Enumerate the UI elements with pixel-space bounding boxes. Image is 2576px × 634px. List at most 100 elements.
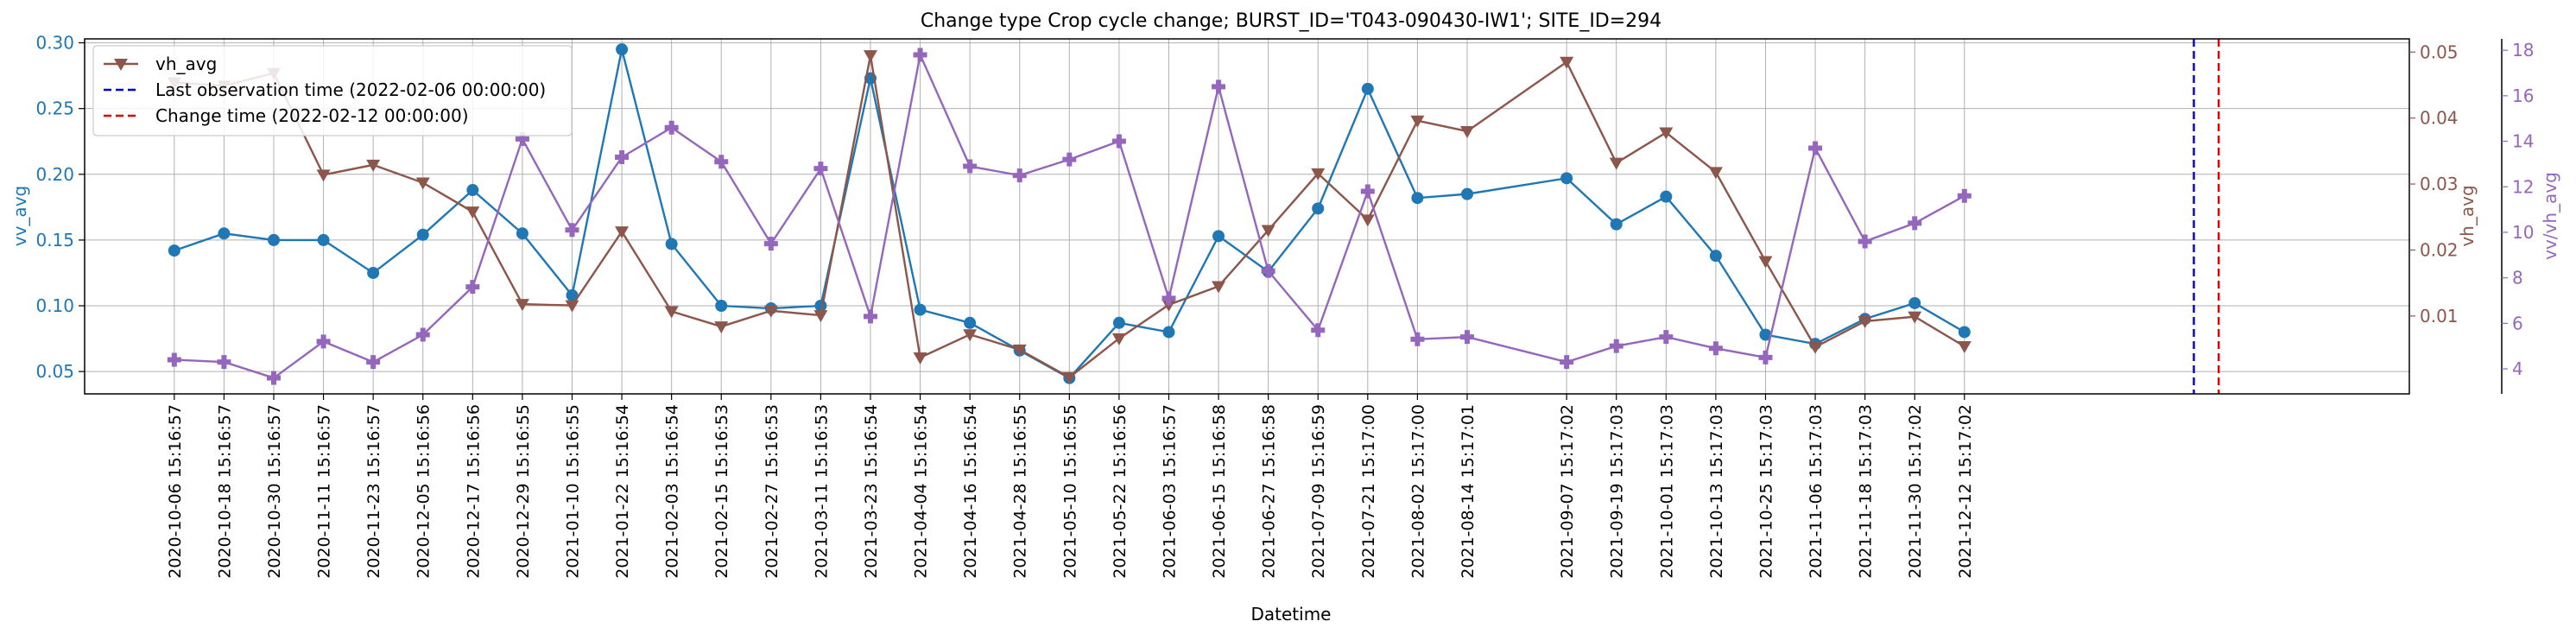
data-point bbox=[1958, 326, 1971, 339]
x-tick-label: 2020-10-06 15:16:57 bbox=[166, 404, 185, 579]
data-point bbox=[1609, 157, 1623, 170]
legend: vh_avg Last observation time (2022-02-06 … bbox=[92, 45, 573, 136]
legend-entry: vh_avg bbox=[104, 54, 217, 74]
data-point bbox=[366, 159, 381, 172]
data-point bbox=[1758, 350, 1773, 365]
x-tick-label: 2021-12-12 15:17:02 bbox=[1956, 404, 1975, 579]
data-point bbox=[516, 227, 528, 240]
data-point bbox=[1360, 184, 1375, 199]
x-tick-label: 2021-01-22 15:16:54 bbox=[613, 404, 632, 579]
data-point bbox=[1659, 330, 1674, 345]
data-point bbox=[515, 131, 529, 146]
data-point bbox=[1858, 234, 1872, 249]
data-point bbox=[1410, 115, 1425, 128]
x-tick-label: 2021-11-18 15:17:03 bbox=[1857, 404, 1876, 579]
x-tick-label: 2021-05-10 15:16:55 bbox=[1060, 404, 1079, 579]
series-line bbox=[174, 54, 1965, 379]
right2-tick-label: 10 bbox=[2512, 222, 2534, 243]
right-tick-label: 0.03 bbox=[2420, 174, 2459, 194]
x-tick-label: 2021-10-01 15:17:03 bbox=[1657, 404, 1676, 579]
data-point bbox=[266, 371, 281, 385]
data-point bbox=[813, 310, 828, 323]
x-tick-label: 2021-02-15 15:16:53 bbox=[712, 404, 731, 579]
data-point bbox=[1062, 152, 1077, 167]
right-tick-label: 0.02 bbox=[2420, 239, 2459, 260]
data-point bbox=[1062, 371, 1077, 384]
x-tick-label: 2020-11-11 15:16:57 bbox=[315, 404, 334, 579]
data-point bbox=[1161, 291, 1176, 306]
x-tick-label: 2021-01-10 15:16:55 bbox=[563, 404, 582, 579]
data-point bbox=[316, 169, 331, 182]
chart-title: Change type Crop cycle change; BURST_ID=… bbox=[921, 10, 1661, 32]
data-point bbox=[763, 237, 778, 251]
x-tick-label: 2020-12-05 15:16:56 bbox=[415, 404, 434, 579]
right2-tick-label: 14 bbox=[2512, 131, 2534, 152]
data-point bbox=[1410, 332, 1425, 346]
left-tick-label: 0.30 bbox=[35, 33, 74, 54]
right2-axis-label: vv/vh_avg bbox=[2540, 172, 2560, 260]
data-point bbox=[1858, 315, 1872, 328]
data-point bbox=[1261, 263, 1275, 278]
x-tick-label: 2021-07-09 15:16:59 bbox=[1309, 404, 1328, 579]
data-point bbox=[1012, 344, 1027, 357]
data-point bbox=[1908, 311, 1922, 324]
x-tick-label: 2020-10-18 15:16:57 bbox=[215, 404, 234, 579]
data-point bbox=[1560, 56, 1574, 69]
data-point bbox=[366, 355, 381, 370]
data-point bbox=[964, 316, 977, 329]
data-point bbox=[664, 120, 679, 135]
data-point bbox=[1759, 328, 1772, 341]
data-point bbox=[914, 303, 927, 316]
x-tick-label: 2021-07-21 15:17:00 bbox=[1359, 404, 1378, 579]
data-point bbox=[1459, 125, 1474, 138]
data-point bbox=[1111, 134, 1126, 149]
right2-tick-label: 18 bbox=[2512, 40, 2534, 60]
data-point bbox=[168, 244, 180, 257]
data-point bbox=[1808, 341, 1823, 354]
x-tick-label: 2021-04-16 15:16:54 bbox=[961, 404, 980, 579]
data-point bbox=[665, 238, 678, 250]
data-point bbox=[763, 305, 778, 318]
data-point bbox=[616, 43, 629, 56]
right-axis-label: vh_avg bbox=[2457, 185, 2478, 246]
legend-label: Change time (2022-02-12 00:00:00) bbox=[155, 105, 469, 126]
axes: 2020-10-06 15:16:57 2020-10-18 15:16:57 20… bbox=[35, 33, 2534, 579]
data-point bbox=[1659, 127, 1674, 140]
data-point bbox=[416, 228, 429, 241]
right-tick-label: 0.01 bbox=[2420, 306, 2459, 327]
data-point bbox=[566, 288, 579, 301]
data-point bbox=[1460, 187, 1473, 200]
data-point bbox=[1360, 214, 1375, 227]
data-point bbox=[1411, 192, 1424, 205]
data-point bbox=[1162, 326, 1175, 339]
data-point bbox=[1261, 225, 1275, 238]
data-point bbox=[1311, 323, 1326, 338]
right2-tick-label: 6 bbox=[2512, 313, 2523, 333]
data-point bbox=[415, 177, 430, 190]
x-tick-label: 2021-04-04 15:16:54 bbox=[912, 404, 931, 579]
legend-label: vh_avg bbox=[155, 54, 217, 74]
data-point bbox=[367, 266, 380, 279]
data-point bbox=[1708, 167, 1723, 180]
legend-entry: Last observation time (2022-02-06 00:00:… bbox=[104, 79, 546, 100]
data-point bbox=[1111, 333, 1126, 346]
data-point bbox=[114, 59, 128, 71]
right2-tick-label: 16 bbox=[2512, 86, 2534, 106]
data-point bbox=[167, 352, 181, 367]
data-point bbox=[316, 334, 331, 349]
x-tick-label: 2021-11-30 15:17:02 bbox=[1906, 404, 1925, 579]
data-point bbox=[1459, 330, 1474, 345]
x-tick-label: 2020-12-17 15:16:56 bbox=[464, 404, 483, 579]
data-point bbox=[714, 321, 729, 334]
x-tick-label: 2021-02-27 15:16:53 bbox=[763, 404, 782, 579]
x-tick-label: 2021-08-02 15:17:00 bbox=[1408, 404, 1427, 579]
data-point bbox=[714, 155, 729, 169]
x-tick-label: 2021-03-11 15:16:53 bbox=[812, 404, 831, 579]
data-point bbox=[715, 300, 728, 313]
legend-entry: Change time (2022-02-12 00:00:00) bbox=[104, 105, 469, 126]
x-tick-label: 2021-06-15 15:16:58 bbox=[1210, 404, 1229, 579]
data-point bbox=[863, 309, 877, 324]
data-point bbox=[267, 233, 280, 246]
data-point bbox=[1560, 172, 1573, 185]
data-point bbox=[1311, 168, 1326, 181]
